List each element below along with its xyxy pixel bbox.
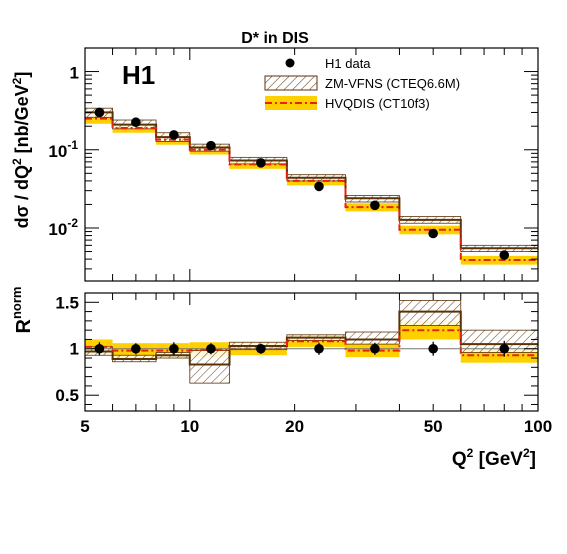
y-tick-label-top-1: 10-1	[48, 138, 78, 161]
data-point-cross-section-4	[256, 158, 266, 168]
x-tick-label-50: 50	[424, 417, 443, 436]
legend: H1 data ZM-VFNS (CTEQ6.6M) HVQDIS (CT10f…	[264, 56, 460, 111]
zmvfns-band-ratio-6	[345, 331, 400, 345]
data-point-ratio-5	[314, 343, 324, 354]
data-point-ratio-1	[131, 343, 141, 354]
data-point-ratio-3	[206, 343, 216, 354]
data-point-ratio-8	[499, 343, 510, 354]
data-point-ratio-7	[428, 343, 438, 354]
legend-swatch-zmvfns	[264, 75, 318, 91]
legend-entry-hvqdis: HVQDIS (CT10f3)	[265, 96, 430, 111]
hvqdis-line-ratio	[85, 329, 538, 357]
ratio-ylabel: Rnorm	[9, 287, 35, 334]
zmvfns-band-ratio-3	[189, 350, 230, 384]
hvqdis-band-cross-section-0	[85, 114, 113, 124]
legend-label-data: H1 data	[325, 56, 371, 71]
data-point-ratio-0	[94, 343, 105, 354]
y-tick-label-ratio-2: 1.5	[55, 293, 79, 312]
data-point-ratio-4	[256, 343, 266, 354]
legend-label-hvqdis: HVQDIS (CT10f3)	[325, 96, 430, 111]
x-tick-label-10: 10	[180, 417, 199, 436]
x-tick-label-5: 5	[80, 417, 89, 436]
legend-marker-data	[285, 58, 295, 68]
y-tick-label-top-2: 10-2	[48, 216, 78, 239]
data-point-cross-section-8	[499, 250, 510, 260]
x-tick-label-20: 20	[285, 417, 304, 436]
cross-section-panel: 1 10-1 10-2 H1	[48, 47, 539, 282]
experiment-label: H1	[122, 60, 155, 90]
ratio-frame	[84, 292, 539, 412]
ratio-panel: 0.5 1 1.5	[55, 292, 539, 412]
y-tick-label-top-0: 1	[70, 64, 79, 83]
zmvfns-band-ratio-7	[399, 300, 462, 326]
data-point-cross-section-1	[131, 117, 141, 128]
chart-title: D* in DIS	[241, 30, 309, 47]
legend-label-zmvfns: ZM-VFNS (CTEQ6.6M)	[325, 76, 460, 91]
data-point-cross-section-3	[206, 140, 216, 151]
data-point-ratio-2	[169, 343, 179, 354]
data-point-cross-section-0	[94, 107, 105, 118]
data-point-ratio-6	[370, 343, 380, 354]
cross-section-frame	[84, 47, 539, 282]
hvqdis-line-cross-section	[85, 117, 538, 261]
y-tick-label-ratio-1: 1	[70, 340, 79, 359]
y-tick-label-ratio-0: 0.5	[55, 386, 79, 405]
data-point-cross-section-7	[428, 228, 438, 239]
legend-entry-data: H1 data	[285, 56, 371, 71]
data-point-cross-section-6	[370, 200, 380, 211]
x-axis-label: Q2 [GeV2]	[452, 446, 536, 470]
data-point-cross-section-2	[169, 130, 179, 140]
legend-entry-zmvfns: ZM-VFNS (CTEQ6.6M)	[264, 75, 460, 91]
x-tick-label-100: 100	[524, 417, 552, 436]
cross-section-ylabel: dσ / dQ2 [nb/GeV2]	[10, 72, 32, 229]
data-point-cross-section-5	[314, 181, 324, 192]
